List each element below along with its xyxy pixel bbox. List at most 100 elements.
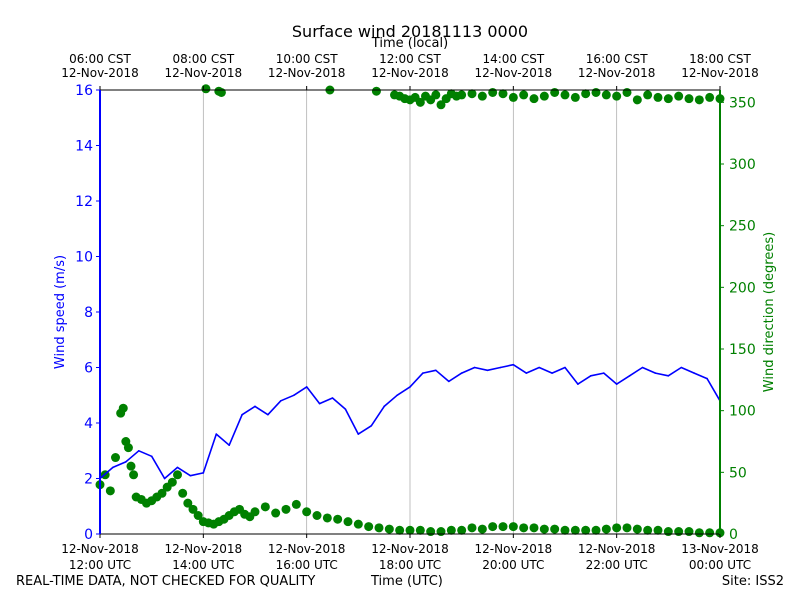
- wind-direction-point: [167, 477, 177, 487]
- wind-direction-point: [457, 525, 467, 535]
- wind-direction-point: [601, 90, 611, 100]
- right-y-tick-label: 100: [729, 404, 756, 420]
- wind-speed-point: [228, 444, 230, 447]
- wind-direction-point: [188, 504, 198, 514]
- right-axis-label: Wind direction (degrees): [762, 232, 777, 392]
- wind-direction-point: [312, 511, 322, 520]
- wind-speed-point: [602, 372, 605, 374]
- wind-direction-point: [694, 95, 704, 105]
- wind-direction-point: [529, 94, 539, 104]
- wind-direction-point: [581, 525, 591, 535]
- x-tick-label-utc: 00:00 UTC: [689, 558, 751, 572]
- wind-direction-point: [488, 522, 498, 532]
- x-tick-label-date: 12-Nov-2018: [61, 542, 139, 556]
- wind-speed-point: [125, 461, 127, 463]
- wind-direction-point: [216, 87, 226, 97]
- wind-speed-point: [680, 366, 683, 369]
- wind-direction-point: [529, 523, 539, 533]
- wind-direction-point: [173, 470, 182, 480]
- right-y-tick-label: 150: [729, 342, 756, 358]
- wind-speed-point: [267, 413, 269, 416]
- wind-direction-point: [632, 524, 642, 534]
- wind-direction-point: [157, 488, 167, 498]
- wind-direction-point: [193, 511, 203, 520]
- wind-speed-point: [189, 474, 192, 477]
- wind-direction-point: [467, 523, 477, 533]
- wind-direction-point: [291, 499, 301, 509]
- wind-speed-point: [422, 372, 424, 374]
- x-tick-label-utc: 14:00 UTC: [172, 558, 234, 572]
- wind-direction-point: [612, 523, 622, 533]
- wind-direction-point: [123, 443, 133, 453]
- wind-direction-point: [426, 527, 436, 537]
- right-y-tick-label: 0: [729, 527, 738, 543]
- quality-disclaimer: REAL-TIME DATA, NOT CHECKED FOR QUALITY: [16, 574, 316, 589]
- wind-direction-point: [488, 87, 498, 97]
- x-tick-label-date: 12-Nov-2018: [371, 542, 449, 556]
- left-y-tick-label: 10: [75, 250, 93, 266]
- wind-direction-point: [118, 403, 128, 413]
- wind-direction-point: [643, 90, 653, 100]
- left-y-tick-label: 0: [84, 527, 93, 543]
- wind-direction-point: [436, 527, 446, 537]
- wind-speed-point: [241, 413, 243, 416]
- wind-direction-point: [674, 527, 684, 537]
- x-tick-label-local-time: 16:00 CST: [586, 52, 648, 66]
- wind-direction-point: [250, 507, 260, 517]
- wind-direction-point: [653, 525, 663, 535]
- left-axis-label: Wind speed (m/s): [53, 255, 68, 369]
- wind-direction-point: [395, 525, 405, 535]
- x-tick-label-local-time: 18:00 CST: [689, 52, 751, 66]
- wind-direction-point: [705, 92, 715, 102]
- x-tick-label-date: 13-Nov-2018: [681, 542, 759, 556]
- x-tick-label-date: 12-Nov-2018: [268, 542, 346, 556]
- wind-direction-point: [581, 89, 591, 99]
- wind-speed-point: [383, 405, 385, 408]
- wind-speed-point: [370, 424, 373, 427]
- wind-direction-point: [591, 525, 601, 535]
- wind-direction-point: [560, 525, 570, 535]
- x-tick-label-local-time: 12:00 CST: [379, 52, 441, 66]
- wind-direction-point: [431, 90, 441, 100]
- wind-speed-point: [538, 366, 540, 369]
- wind-direction-point: [519, 90, 529, 100]
- wind-direction-point: [570, 525, 580, 535]
- x-tick-label-local-date: 12-Nov-2018: [61, 66, 139, 80]
- wind-direction-point: [663, 94, 673, 104]
- wind-direction-point: [539, 524, 549, 534]
- wind-direction-point: [126, 461, 136, 471]
- wind-direction-point: [129, 470, 139, 480]
- x-tick-label-utc: 16:00 UTC: [276, 558, 338, 572]
- wind-direction-point: [591, 87, 601, 97]
- wind-speed-point: [590, 375, 592, 377]
- wind-direction-point: [333, 514, 343, 524]
- chart-title: Surface wind 20181113 0000: [292, 22, 528, 41]
- wind-direction-point: [364, 522, 374, 532]
- wind-direction-point: [457, 90, 467, 100]
- right-y-tick-label: 50: [729, 465, 747, 481]
- wind-direction-point: [111, 453, 120, 463]
- x-tick-label-date: 12-Nov-2018: [475, 542, 553, 556]
- wind-direction-point: [684, 527, 694, 537]
- wind-speed-point: [396, 394, 398, 397]
- wind-direction-point: [705, 528, 715, 538]
- wind-direction-point: [684, 94, 694, 104]
- wind-direction-point: [622, 523, 632, 533]
- wind-speed-point: [667, 375, 670, 377]
- wind-direction-point: [178, 488, 188, 498]
- wind-direction-point: [653, 92, 663, 102]
- wind-direction-point: [415, 525, 425, 535]
- wind-direction-point: [632, 95, 642, 105]
- wind-speed-point: [628, 375, 631, 377]
- x-tick-label-local-date: 12-Nov-2018: [578, 66, 656, 80]
- x-tick-label-local-date: 12-Nov-2018: [371, 66, 449, 80]
- wind-speed-point: [318, 402, 321, 405]
- wind-direction-point: [498, 89, 508, 99]
- wind-direction-point: [302, 507, 312, 517]
- x-tick-label-utc: 20:00 UTC: [482, 558, 544, 572]
- wind-speed-point: [280, 400, 282, 402]
- wind-speed-point: [357, 433, 360, 435]
- wind-speed-point: [525, 372, 528, 374]
- left-y-tick-label: 2: [84, 472, 93, 488]
- wind-speed-point: [112, 466, 114, 469]
